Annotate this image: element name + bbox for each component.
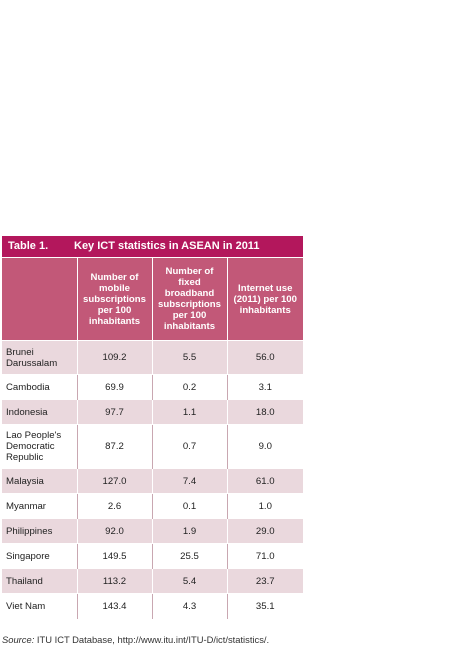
country-cell: Singapore [2, 543, 77, 569]
country-cell: Myanmar [2, 493, 77, 519]
broadband-value-cell: 0.1 [151, 493, 227, 519]
mobile-value-cell: 69.9 [76, 374, 152, 400]
mobile-value-cell: 109.2 [76, 340, 152, 375]
table-title-bar: Table 1. Key ICT statistics in ASEAN in … [2, 236, 303, 257]
source-note: Source: ITU ICT Database, http://www.itu… [2, 634, 269, 645]
header-mobile: Number of mobile subscriptions per 100 i… [76, 258, 152, 341]
table-row: Thailand 113.2 5.4 23.7 [2, 568, 303, 594]
broadband-value-cell: 4.3 [151, 593, 227, 619]
ict-statistics-table: Number of mobile subscriptions per 100 i… [2, 258, 303, 619]
broadband-value-cell: 0.2 [151, 374, 227, 400]
broadband-value-cell: 5.5 [151, 340, 227, 375]
table-title: Key ICT statistics in ASEAN in 2011 [74, 240, 260, 252]
country-cell: Viet Nam [2, 593, 77, 619]
broadband-value-cell: 1.1 [151, 399, 227, 425]
internet-value-cell: 35.1 [226, 593, 303, 619]
country-cell: Brunei Darussalam [2, 340, 77, 375]
internet-value-cell: 56.0 [226, 340, 303, 375]
table-row: Singapore 149.5 25.5 71.0 [2, 543, 303, 569]
mobile-value-cell: 127.0 [76, 468, 152, 494]
mobile-value-cell: 143.4 [76, 593, 152, 619]
table-row: Philippines 92.0 1.9 29.0 [2, 518, 303, 544]
country-cell: Philippines [2, 518, 77, 544]
header-internet: Internet use (2011) per 100 inhabitants [226, 258, 303, 341]
internet-value-cell: 9.0 [226, 424, 303, 469]
internet-value-cell: 23.7 [226, 568, 303, 594]
table-row: Viet Nam 143.4 4.3 35.1 [2, 593, 303, 619]
table-body: Brunei Darussalam 109.2 5.5 56.0 Cambodia 69.… [2, 340, 303, 619]
country-cell: Malaysia [2, 468, 77, 494]
internet-value-cell: 61.0 [226, 468, 303, 494]
broadband-value-cell: 1.9 [151, 518, 227, 544]
table-row: Brunei Darussalam 109.2 5.5 56.0 [2, 340, 303, 375]
table-label: Table 1. [8, 240, 49, 252]
mobile-value-cell: 92.0 [76, 518, 152, 544]
internet-value-cell: 3.1 [226, 374, 303, 400]
internet-value-cell: 18.0 [226, 399, 303, 425]
broadband-value-cell: 25.5 [151, 543, 227, 569]
country-cell: Indonesia [2, 399, 77, 425]
mobile-value-cell: 97.7 [76, 399, 152, 425]
mobile-value-cell: 2.6 [76, 493, 152, 519]
internet-value-cell: 29.0 [226, 518, 303, 544]
broadband-value-cell: 7.4 [151, 468, 227, 494]
country-cell: Thailand [2, 568, 77, 594]
header-broadband: Number of fixed broadband subscriptions … [151, 258, 227, 341]
table-row: Myanmar 2.6 0.1 1.0 [2, 493, 303, 519]
country-cell: Cambodia [2, 374, 77, 400]
table-row: Malaysia 127.0 7.4 61.0 [2, 468, 303, 494]
table-row: Lao People's Democratic Republic 87.2 0.7 9… [2, 424, 303, 469]
internet-value-cell: 71.0 [226, 543, 303, 569]
source-label: Source: [2, 634, 35, 645]
broadband-value-cell: 0.7 [151, 424, 227, 469]
mobile-value-cell: 149.5 [76, 543, 152, 569]
internet-value-cell: 1.0 [226, 493, 303, 519]
header-country [2, 258, 77, 341]
table-row: Indonesia 97.7 1.1 18.0 [2, 399, 303, 425]
mobile-value-cell: 87.2 [76, 424, 152, 469]
source-text: ITU ICT Database, http://www.itu.int/ITU… [36, 634, 270, 645]
country-cell: Lao People's Democratic Republic [2, 424, 77, 469]
broadband-value-cell: 5.4 [151, 568, 227, 594]
table-row: Cambodia 69.9 0.2 3.1 [2, 374, 303, 400]
mobile-value-cell: 113.2 [76, 568, 152, 594]
table-header-row: Number of mobile subscriptions per 100 i… [2, 258, 303, 341]
